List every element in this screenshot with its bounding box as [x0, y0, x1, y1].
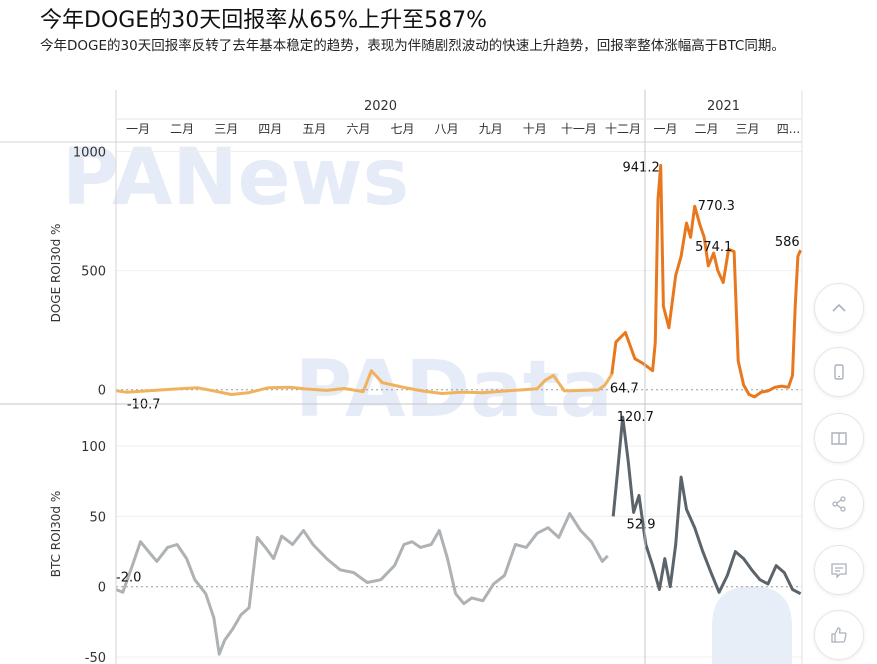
- chart-frame: [0, 90, 803, 664]
- y-tick-label: -50: [85, 651, 106, 664]
- watermark-panews: PANews: [62, 133, 409, 223]
- month-label: 二月: [694, 122, 718, 136]
- like-button[interactable]: [814, 610, 864, 660]
- y-tick-label: 100: [81, 440, 106, 455]
- series-line-2021: [611, 415, 802, 596]
- month-label: 四...: [777, 122, 800, 136]
- y-tick-label: 500: [81, 265, 106, 280]
- month-label: 三月: [214, 122, 238, 136]
- month-label: 二月: [170, 122, 194, 136]
- thumbs-up-icon: [831, 627, 847, 643]
- share-icon: [832, 496, 846, 512]
- data-label: 52.9: [627, 517, 656, 532]
- month-label: 八月: [435, 122, 459, 136]
- page-title: 今年DOGE的30天回报率从65%上升至587%: [40, 8, 487, 33]
- book-icon: [831, 432, 847, 445]
- scroll-top-button[interactable]: [814, 283, 864, 333]
- series-line-2020: [115, 512, 609, 656]
- data-label: -10.7: [127, 397, 161, 412]
- y-axis-label: BTC ROI30d %: [49, 491, 63, 577]
- watermark-logo-shape: [712, 586, 792, 664]
- month-label: 六月: [346, 122, 370, 136]
- year-label: 2020: [364, 99, 397, 114]
- year-label: 2021: [707, 99, 740, 114]
- y-axis-label: DOGE ROI30d %: [49, 224, 63, 323]
- month-label: 七月: [391, 122, 415, 136]
- month-label: 一月: [653, 122, 677, 136]
- phone-icon: [834, 364, 844, 380]
- comment-icon: [831, 563, 847, 579]
- data-label: 64.7: [610, 381, 639, 396]
- y-tick-label: 1000: [73, 146, 106, 161]
- comment-button[interactable]: [814, 545, 864, 595]
- data-label: 770.3: [698, 199, 735, 214]
- month-label: 十一月: [561, 122, 597, 136]
- y-tick-label: 50: [89, 510, 106, 525]
- month-label: 一月: [126, 122, 150, 136]
- month-label: 十二月: [605, 122, 641, 136]
- month-label: 五月: [302, 122, 326, 136]
- data-label: 574.1: [695, 240, 732, 255]
- month-label: 四月: [258, 122, 282, 136]
- mobile-view-button[interactable]: [814, 347, 864, 397]
- chart-ticks: 0 500 1000 DOGE ROI30d % -50 0 50 100 BTC ROI30d…: [49, 146, 106, 664]
- series-line-2021: [610, 164, 802, 399]
- chevron-up-icon: [832, 303, 846, 312]
- month-label: 十月: [523, 122, 547, 136]
- month-label: 三月: [735, 122, 759, 136]
- reader-mode-button[interactable]: [814, 413, 864, 463]
- data-label: 586: [775, 235, 800, 250]
- series-line-2020: [115, 369, 614, 396]
- chart-series: [115, 164, 802, 656]
- share-button[interactable]: [814, 479, 864, 529]
- chart-gridlines: [116, 151, 802, 658]
- data-label: 120.7: [617, 410, 654, 425]
- data-label: 941.2: [623, 161, 660, 176]
- chart-data-labels: -10.7 64.7 941.2 770.3 574.1 586 -2.0 120.7 52.9: [116, 161, 800, 586]
- month-label: 九月: [479, 122, 503, 136]
- data-label: -2.0: [116, 571, 141, 586]
- page-subtitle: 今年DOGE的30天回报率反转了去年基本稳定的趋势，表现为伴随剧烈波动的快速上升…: [40, 38, 785, 54]
- y-tick-label: 0: [98, 581, 106, 596]
- y-tick-label: 0: [98, 384, 106, 399]
